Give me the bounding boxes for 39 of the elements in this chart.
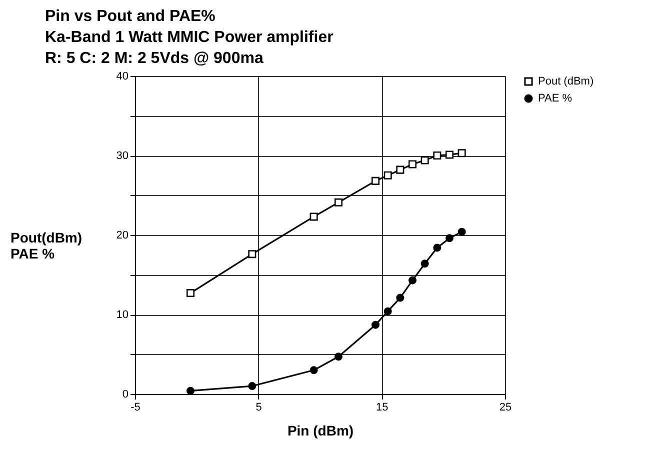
y-tick-label: 10	[116, 309, 128, 321]
x-tick-label: 25	[499, 402, 512, 414]
chart-title: Pin vs Pout and PAE%	[45, 8, 216, 25]
point	[310, 212, 318, 221]
point	[420, 156, 429, 164]
point	[334, 352, 343, 361]
point	[396, 294, 404, 302]
y-tick-label: 0	[122, 388, 128, 400]
point	[408, 160, 417, 168]
point	[396, 166, 404, 174]
x-tick-label: 15	[376, 402, 388, 414]
point	[186, 289, 195, 298]
y-axis-title: Pout(dBm) PAE %	[10, 230, 82, 262]
point	[420, 260, 429, 268]
point	[334, 198, 343, 206]
point	[371, 320, 380, 329]
point	[433, 244, 442, 252]
x-tick-label: 5	[256, 402, 262, 414]
point	[408, 276, 417, 284]
point	[445, 234, 454, 242]
point	[310, 366, 318, 374]
y-tick-label: 40	[116, 70, 128, 82]
point	[371, 176, 380, 185]
chart-subtitle: Ka-Band 1 Watt MMIC Power amplifier R: 5 C: 2 M: 2 5Vds @ 900ma	[45, 29, 334, 67]
point	[458, 149, 466, 158]
point	[458, 228, 466, 236]
x-tick-label: -5	[130, 402, 140, 414]
point	[248, 382, 256, 390]
point	[384, 171, 392, 180]
point	[445, 150, 454, 159]
x-axis-title: Pin (dBm)	[287, 422, 354, 438]
legend-label: Pout (dBm)	[538, 76, 594, 88]
point	[186, 386, 195, 395]
point	[248, 250, 256, 258]
point	[433, 151, 442, 160]
point	[384, 307, 392, 316]
y-tick-label: 20	[116, 230, 128, 242]
y-tick-label: 30	[116, 150, 128, 162]
legend-label: PAE %	[538, 92, 572, 104]
